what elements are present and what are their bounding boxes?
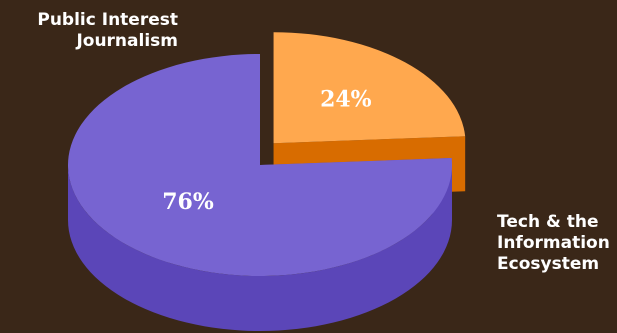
slice-label-public-interest-journalism: Public Interest Journalism — [37, 10, 178, 51]
slice-label-tech-information-ecosystem: Tech & the Information Ecosystem — [497, 212, 610, 274]
pie-value-labels: 24% 76% — [162, 87, 371, 215]
slice-0-top — [273, 32, 466, 144]
pie-slice-1 — [67, 54, 452, 331]
pie-slices — [67, 32, 466, 331]
slice-1-outer-wall — [68, 165, 452, 331]
slice-1-top — [67, 54, 452, 276]
slice-0-value-label: 24% — [320, 87, 372, 113]
slice-1-value-label: 76% — [162, 189, 214, 215]
